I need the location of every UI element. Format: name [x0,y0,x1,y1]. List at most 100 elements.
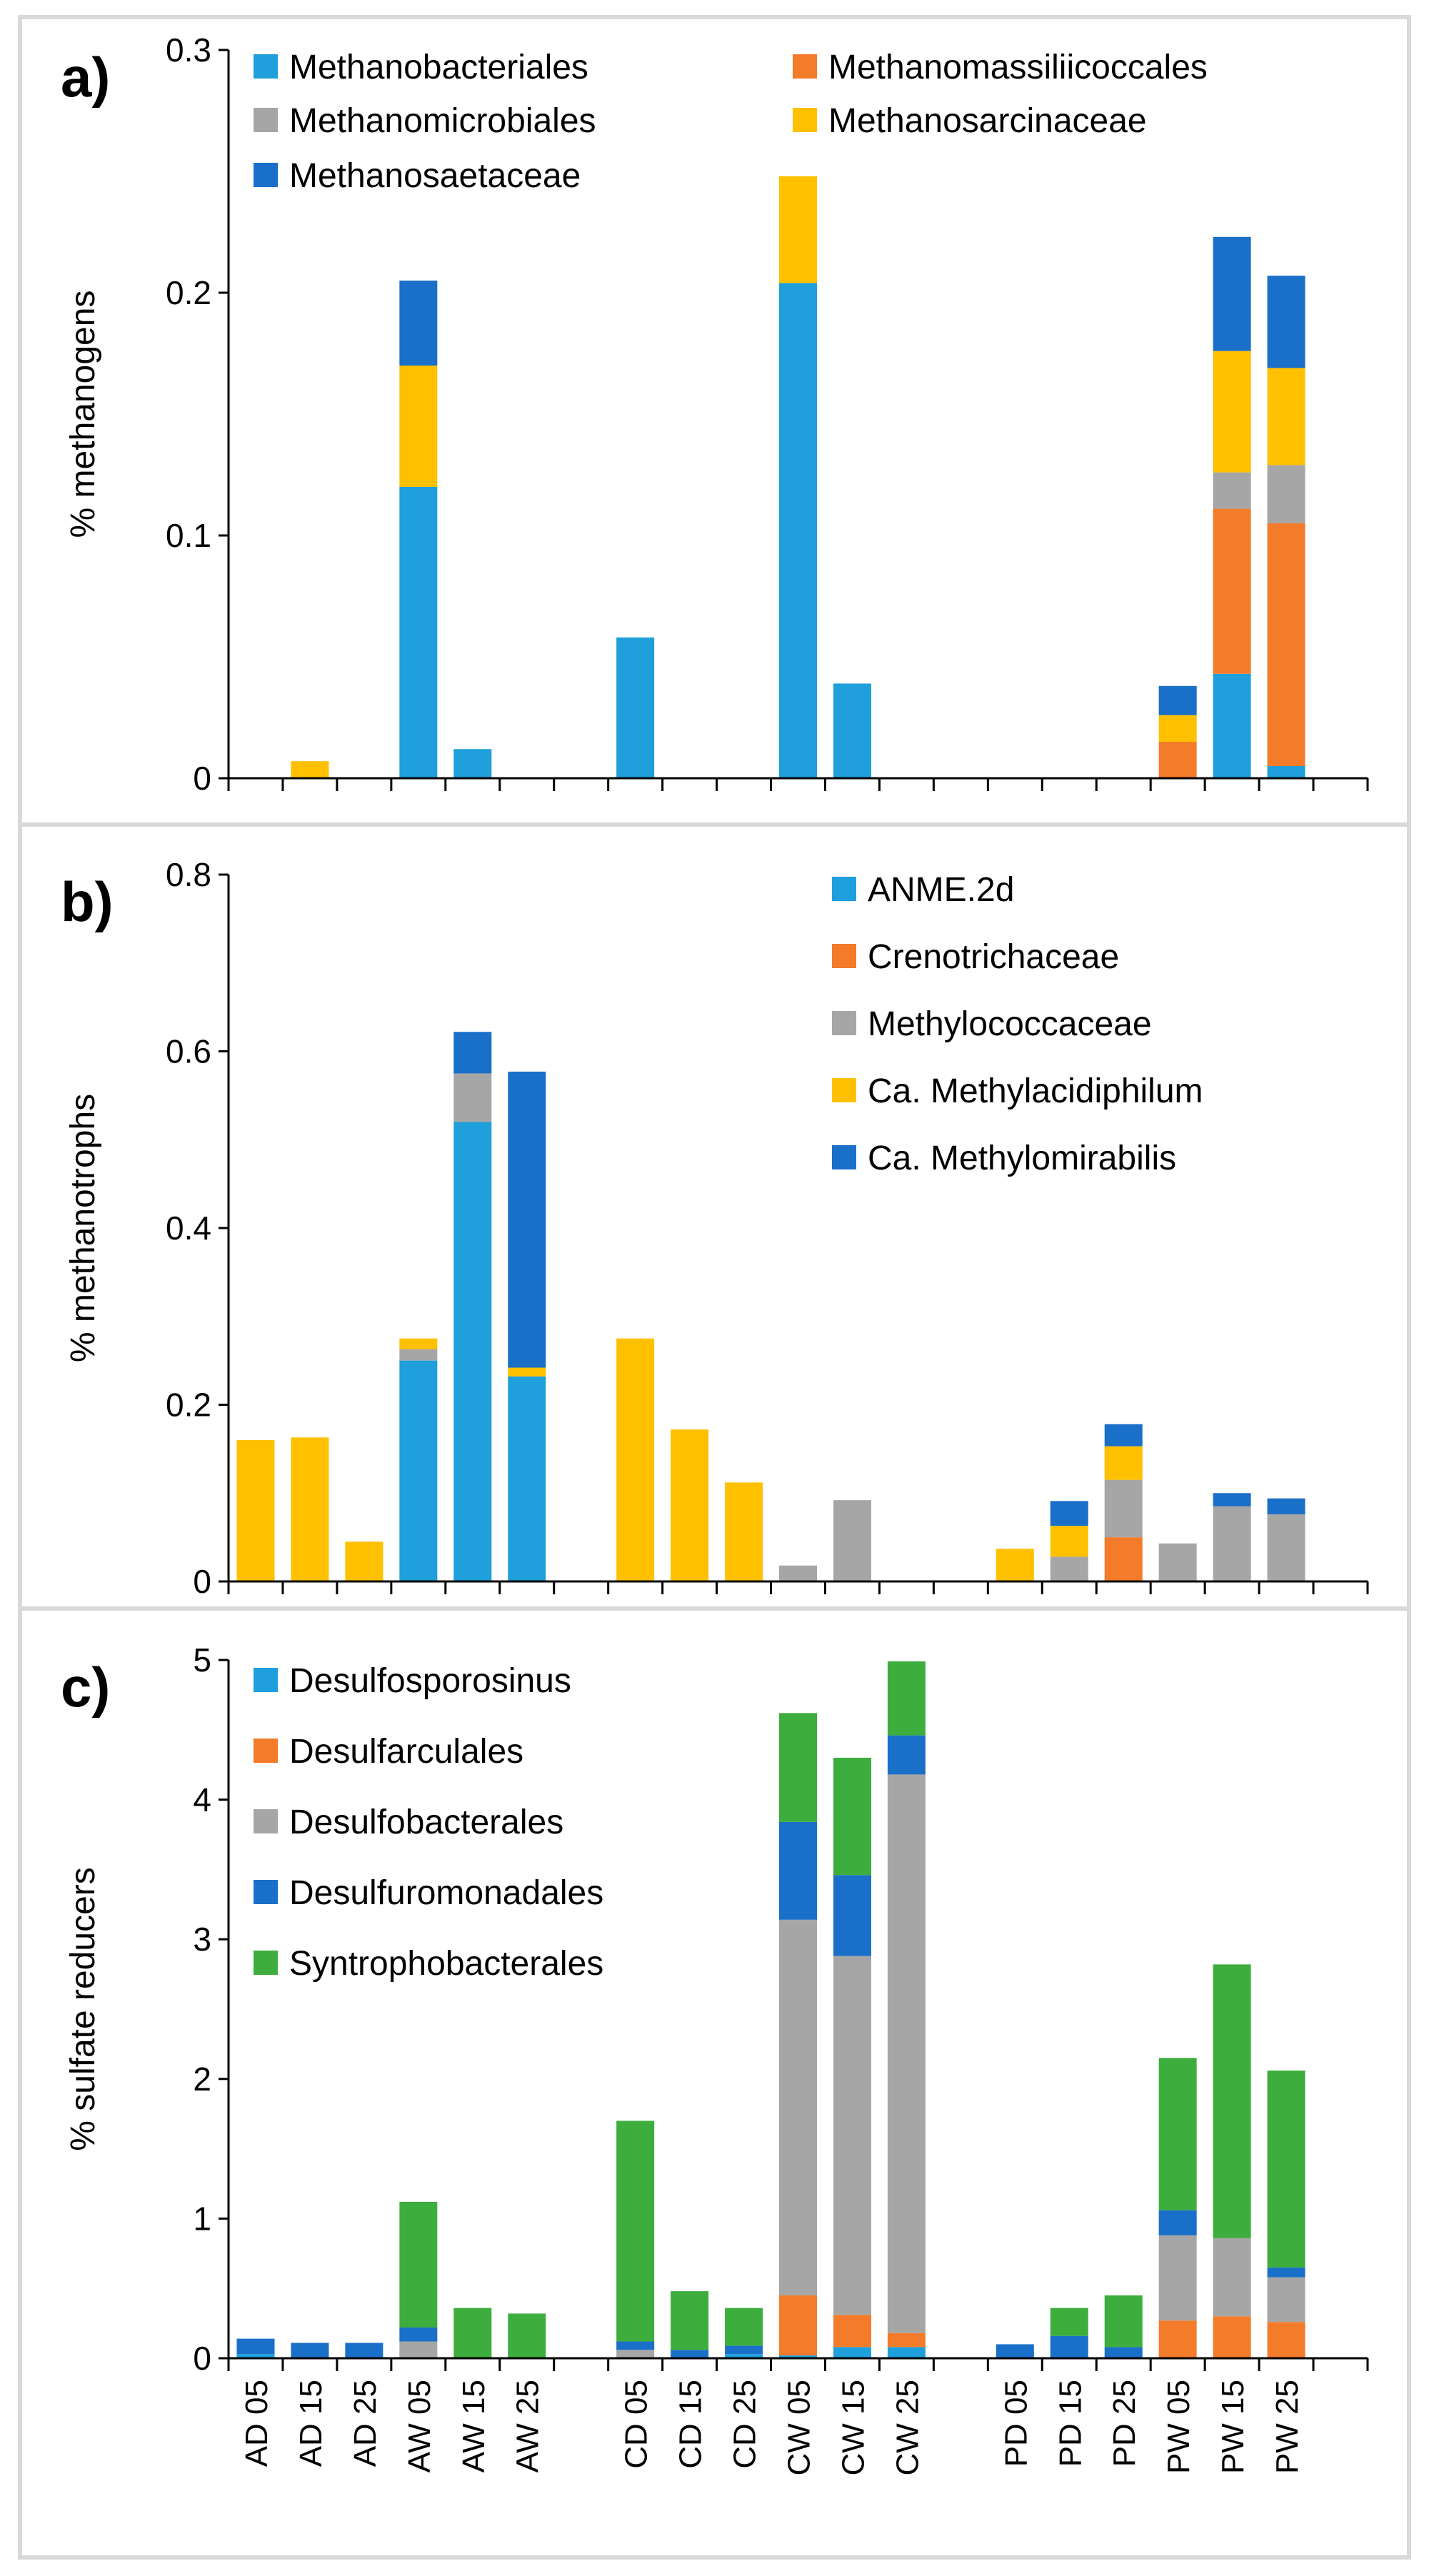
y-tick-label: 1 [193,2200,211,2237]
bar-segment [1104,2347,1143,2358]
bar-segment [833,2315,871,2348]
bar-segment [833,2347,871,2358]
bar-segment [779,2355,817,2358]
bar-segment [1158,715,1197,742]
x-tick-label: CD 15 [673,2380,708,2469]
legend-swatch [254,54,278,79]
bar-segment [1104,1446,1143,1480]
legend-entry: Methylococcaceae [868,1005,1152,1043]
bar-segment [1267,276,1305,368]
bar-segment [453,1122,492,1581]
bar-segment [1267,1498,1305,1514]
x-tick-label: AD 15 [294,2380,329,2467]
bar-segment [453,1032,492,1074]
legend-entry: Methanomassiliicoccales [828,49,1208,86]
legend-swatch [254,1668,278,1692]
legend-entry: Methanosarcinaceae [828,102,1147,140]
bar-segment [616,2341,655,2350]
bar-segment [399,281,438,366]
bar-segment [779,1919,817,2295]
bar-segment [616,2350,655,2358]
legend-swatch [832,1145,856,1169]
legend-entry: Crenotrichaceae [868,938,1119,976]
x-tick-label: CW 25 [890,2380,925,2475]
legend-swatch [832,877,856,901]
bar-segment [996,1549,1034,1581]
bar-segment [1104,2295,1143,2348]
bar-segment [1158,2235,1197,2321]
x-tick-label: PW 15 [1215,2380,1250,2474]
x-tick-label: PD 05 [998,2380,1033,2467]
bar-segment [1104,1537,1143,1581]
bar-segment [1267,523,1305,766]
bar-segment [399,366,438,487]
x-tick-label: CD 05 [619,2380,654,2469]
bar-segment [779,1821,817,1920]
bar-segment [1267,2267,1305,2278]
bar-segment [1213,673,1251,778]
legend-swatch [832,1011,856,1035]
panel-label: b) [61,870,114,933]
bar-segment [1104,1479,1143,1538]
bar-segment [1213,2238,1251,2317]
y-axis-label: % methanotrophs [64,1094,102,1362]
bar-segment [1267,465,1305,523]
y-tick-label: 0.3 [166,31,211,69]
bar-segment [1267,2277,1305,2323]
legend-swatch [254,1739,278,1763]
legend-entry: Desulfuromonadales [289,1874,603,1912]
bar-segment [779,283,817,778]
panel-label: c) [61,1656,110,1719]
bar-segment [887,2333,926,2348]
x-tick-label: PW 25 [1270,2380,1305,2474]
x-tick-label: PW 05 [1161,2380,1196,2474]
bar-segment [453,2308,492,2358]
bar-segment [1158,742,1197,778]
bar-segment [508,1376,546,1581]
bar-segment [1158,2058,1197,2210]
bar-segment [236,2354,275,2358]
y-tick-label: 2 [193,2061,211,2098]
bar-segment [399,2201,438,2328]
bar-segment [887,1661,926,1736]
y-tick-label: 0.4 [166,1209,211,1247]
legend-entry: ANME.2d [868,871,1014,909]
bar-segment [399,1349,438,1361]
y-tick-label: 0 [193,760,211,797]
bar-segment [725,2345,763,2355]
legend-swatch [254,108,278,132]
bar-segment [291,761,329,778]
bar-segment [1158,685,1197,715]
y-tick-label: 0.1 [166,517,211,554]
bar-segment [833,1500,871,1581]
bar-segment [399,1338,438,1349]
bar-segment [616,637,655,778]
bar-segment [291,2343,329,2358]
legend-entry: Methanobacteriales [289,49,588,86]
bar-segment [1104,1424,1143,1447]
y-axis-label: % sulfate reducers [64,1867,102,2151]
bar-segment [399,2327,438,2342]
bar-segment [725,2354,763,2358]
legend-swatch [832,944,856,968]
bar-segment [725,1482,763,1581]
bar-segment [833,1757,871,1876]
bar-segment [1158,2320,1197,2358]
y-tick-label: 0 [193,2340,211,2377]
bar-segment [399,2341,438,2358]
legend-entry: Desulfosporosinus [289,1662,571,1700]
legend-swatch [793,108,817,132]
legend-swatch [254,1809,278,1833]
bar-segment [887,1735,926,1775]
bar-segment [1213,472,1251,509]
figure-border [18,15,1411,2560]
bar-segment [1267,1514,1305,1581]
x-tick-label: AW 25 [511,2380,546,2472]
bar-segment [399,487,438,778]
bar-segment [671,2350,709,2358]
x-tick-label: CD 25 [728,2380,763,2469]
legend-swatch [832,1078,856,1102]
bar-segment [508,2313,546,2358]
bar-segment [1050,1556,1088,1581]
bar-segment [1267,368,1305,466]
